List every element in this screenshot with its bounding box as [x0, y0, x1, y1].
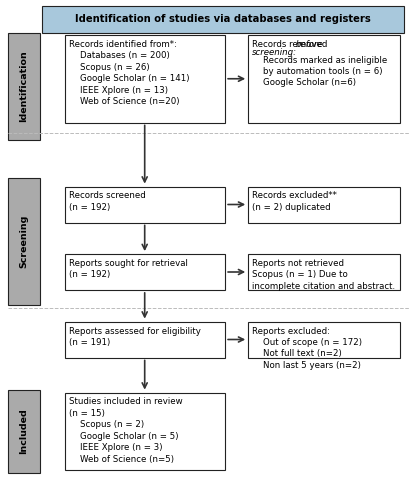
FancyBboxPatch shape: [65, 35, 225, 122]
FancyBboxPatch shape: [65, 186, 225, 222]
FancyBboxPatch shape: [65, 322, 225, 358]
Text: Records marked as ineligible
    by automation tools (n = 6)
    Google Scholar : Records marked as ineligible by automati…: [252, 56, 387, 88]
Text: Reports not retrieved
Scopus (n = 1) Due to
incomplete citation and abstract.: Reports not retrieved Scopus (n = 1) Due…: [252, 259, 395, 291]
FancyBboxPatch shape: [8, 390, 40, 472]
Text: Identification of studies via databases and registers: Identification of studies via databases …: [75, 14, 371, 24]
Text: Studies included in review
(n = 15)
    Scopus (n = 2)
    Google Scholar (n = 5: Studies included in review (n = 15) Scop…: [69, 398, 182, 464]
Text: Records identified from*:
    Databases (n = 200)
    Scopus (n = 26)
    Google: Records identified from*: Databases (n =…: [69, 40, 189, 106]
FancyBboxPatch shape: [8, 32, 40, 140]
FancyBboxPatch shape: [8, 178, 40, 305]
Text: Reports assessed for eligibility
(n = 191): Reports assessed for eligibility (n = 19…: [69, 326, 201, 347]
Text: Screening: Screening: [20, 214, 28, 268]
Text: Identification: Identification: [20, 50, 28, 122]
Text: screening:: screening:: [252, 48, 297, 56]
FancyBboxPatch shape: [248, 35, 400, 122]
Text: Reports sought for retrieval
(n = 192): Reports sought for retrieval (n = 192): [69, 259, 188, 280]
Text: Records removed: Records removed: [252, 40, 330, 49]
FancyBboxPatch shape: [65, 254, 225, 290]
Text: Records excluded**
(n = 2) duplicated: Records excluded** (n = 2) duplicated: [252, 192, 337, 212]
FancyBboxPatch shape: [248, 254, 400, 290]
Text: Records screened
(n = 192): Records screened (n = 192): [69, 192, 146, 212]
Text: Included: Included: [20, 408, 28, 454]
FancyBboxPatch shape: [65, 392, 225, 470]
Text: before: before: [296, 40, 324, 49]
FancyBboxPatch shape: [248, 322, 400, 358]
FancyBboxPatch shape: [248, 186, 400, 222]
FancyBboxPatch shape: [42, 6, 404, 32]
Text: Reports excluded:
    Out of scope (n = 172)
    Not full text (n=2)
    Non las: Reports excluded: Out of scope (n = 172)…: [252, 326, 362, 370]
